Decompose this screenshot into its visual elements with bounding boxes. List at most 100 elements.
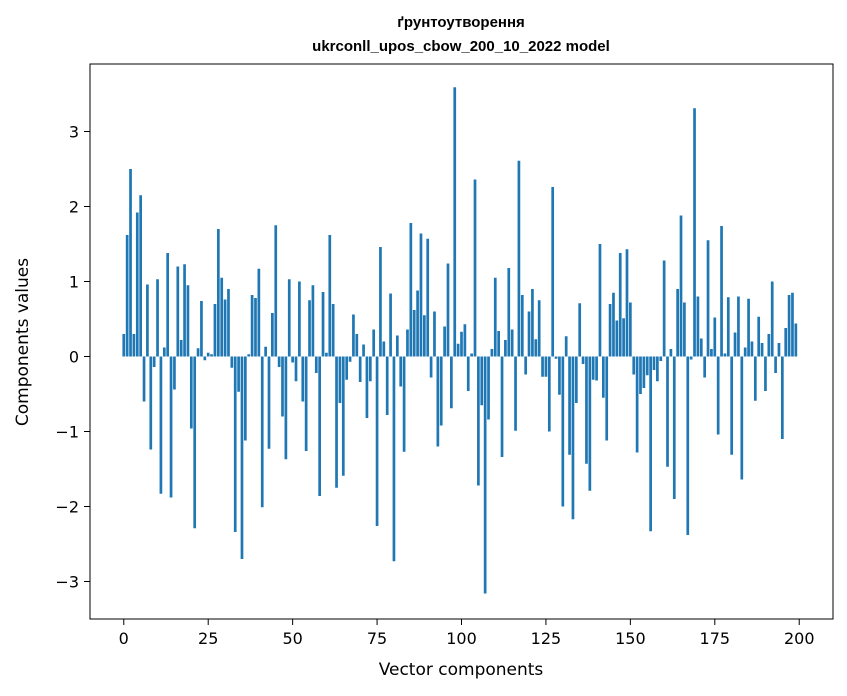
bar-147 — [618, 253, 622, 357]
bar-95 — [443, 326, 446, 357]
bar-3 — [132, 334, 136, 357]
bar-64 — [338, 356, 342, 403]
bar-100 — [460, 331, 463, 357]
x-tick-label: 150 — [615, 629, 646, 648]
bar-15 — [173, 356, 176, 390]
bar-128 — [554, 356, 558, 359]
bar-113 — [504, 340, 507, 357]
bar-126 — [547, 356, 551, 432]
bar-33 — [233, 356, 237, 532]
bar-11 — [159, 356, 163, 494]
bar-120 — [527, 311, 531, 357]
chart-title: ґрунтоутворення — [397, 14, 525, 31]
bar-111 — [497, 331, 500, 357]
x-tick-label: 200 — [784, 629, 815, 648]
bar-82 — [399, 356, 403, 387]
bar-163 — [672, 356, 676, 499]
bar-151 — [632, 356, 636, 375]
bar-34 — [237, 356, 240, 392]
bar-16 — [176, 266, 180, 357]
bar-35 — [240, 356, 244, 559]
bar-83 — [402, 356, 406, 452]
bar-148 — [622, 318, 625, 357]
bar-141 — [598, 244, 602, 357]
bar-76 — [379, 247, 382, 357]
bar-149 — [625, 249, 629, 357]
bar-73 — [368, 356, 372, 382]
bar-79 — [389, 293, 392, 357]
bar-160 — [662, 260, 666, 357]
bar-161 — [666, 356, 669, 467]
bar-173 — [706, 240, 710, 357]
bar-99 — [456, 343, 460, 357]
bar-18 — [183, 264, 186, 357]
x-tick-label: 0 — [119, 629, 129, 648]
bars-group — [122, 87, 798, 594]
bar-121 — [531, 289, 534, 357]
bar-154 — [642, 356, 646, 388]
x-tick-label: 100 — [446, 629, 477, 648]
bar-118 — [520, 295, 524, 357]
bar-110 — [493, 277, 497, 357]
bar-127 — [551, 187, 555, 357]
bar-165 — [679, 215, 683, 357]
bar-23 — [200, 301, 203, 357]
bar-135 — [578, 303, 582, 357]
bar-4 — [135, 212, 139, 357]
bar-20 — [189, 356, 193, 429]
chart-subtitle: ukrconll_upos_cbow_200_10_2022 model — [312, 38, 610, 55]
bar-180 — [730, 356, 734, 455]
bar-115 — [510, 329, 514, 357]
bar-189 — [760, 343, 764, 357]
bar-55 — [308, 300, 311, 357]
bar-10 — [156, 279, 159, 357]
bar-5 — [139, 195, 143, 357]
bar-181 — [733, 332, 737, 357]
bar-105 — [477, 356, 480, 486]
bar-38 — [250, 295, 254, 357]
y-tick-label: −1 — [55, 423, 79, 442]
bar-158 — [656, 356, 659, 382]
bar-106 — [480, 356, 484, 406]
bar-199 — [794, 323, 798, 357]
bar-36 — [244, 356, 247, 441]
bar-17 — [179, 340, 183, 357]
bar-88 — [419, 233, 423, 357]
bar-125 — [544, 356, 548, 377]
bar-60 — [325, 352, 328, 357]
bar-46 — [277, 356, 281, 367]
bar-176 — [716, 356, 720, 435]
bar-193 — [774, 356, 777, 373]
bar-49 — [287, 279, 291, 357]
y-tick-label: −2 — [55, 498, 79, 517]
bar-192 — [770, 281, 774, 357]
bar-146 — [615, 320, 619, 357]
bar-39 — [254, 298, 257, 357]
bar-22 — [196, 348, 200, 357]
bar-89 — [423, 315, 426, 357]
bar-56 — [311, 285, 315, 357]
bar-52 — [298, 281, 301, 357]
bar-59 — [321, 292, 325, 357]
bar-81 — [395, 335, 399, 357]
y-tick-label: −3 — [55, 573, 79, 592]
bar-119 — [524, 356, 528, 375]
bar-137 — [585, 356, 588, 464]
bar-101 — [463, 324, 467, 357]
bar-44 — [271, 313, 274, 357]
bar-174 — [710, 349, 713, 357]
bar-104 — [473, 179, 477, 357]
bar-150 — [629, 302, 632, 357]
bar-178 — [723, 353, 727, 357]
x-tick-label: 75 — [367, 629, 387, 648]
bar-8 — [149, 356, 153, 450]
bar-196 — [784, 328, 788, 357]
bar-188 — [757, 316, 761, 357]
bar-27 — [213, 304, 217, 357]
bar-93 — [436, 356, 440, 447]
x-tick-label: 125 — [531, 629, 562, 648]
y-tick-label: 2 — [69, 198, 79, 217]
bar-140 — [595, 356, 598, 381]
bar-136 — [581, 356, 585, 364]
bar-48 — [284, 356, 288, 460]
